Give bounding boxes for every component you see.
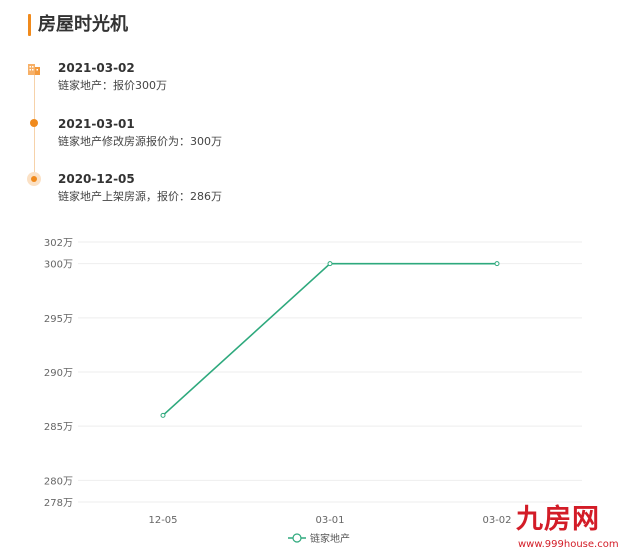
timeline-desc: 链家地产上架房源，报价：286万 — [58, 190, 222, 203]
y-tick-label: 285万 — [44, 422, 73, 433]
building-icon — [28, 64, 40, 75]
y-tick-label: 290万 — [44, 368, 73, 379]
y-tick-label: 280万 — [44, 476, 73, 487]
series-line — [162, 262, 497, 416]
y-tick-label: 278万 — [44, 498, 73, 509]
data-point — [160, 412, 166, 418]
legend-marker-icon — [292, 533, 302, 543]
data-point — [494, 261, 500, 267]
timeline-date: 2020-12-05 — [58, 172, 135, 186]
x-tick-label: 03-01 — [315, 515, 344, 526]
timeline-desc: 链家地产：报价300万 — [58, 79, 167, 92]
timeline-dot — [30, 119, 38, 127]
timeline-date: 2021-03-01 — [58, 117, 135, 131]
x-tick-label: 12-05 — [148, 515, 177, 526]
price-chart: 278万 280万 285万 290万 295万 300万 302万 12-05 03-01 03… — [44, 238, 582, 545]
timeline-date: 2021-03-02 — [58, 61, 135, 75]
title-accent-bar — [28, 14, 31, 36]
data-point — [327, 261, 333, 267]
timeline-desc: 链家地产修改房源报价为：300万 — [58, 135, 222, 148]
y-tick-label: 300万 — [44, 260, 73, 271]
watermark-logo: 九房网 — [516, 504, 600, 535]
y-tick-label: 302万 — [44, 238, 73, 249]
watermark-url: www.999house.com — [518, 539, 619, 550]
x-tick-label: 03-02 — [482, 515, 511, 526]
timeline-ring-dot — [27, 172, 41, 186]
y-tick-label: 295万 — [44, 314, 73, 325]
section-title: 房屋时光机 — [38, 14, 128, 35]
legend-label: 链家地产 — [310, 532, 350, 545]
